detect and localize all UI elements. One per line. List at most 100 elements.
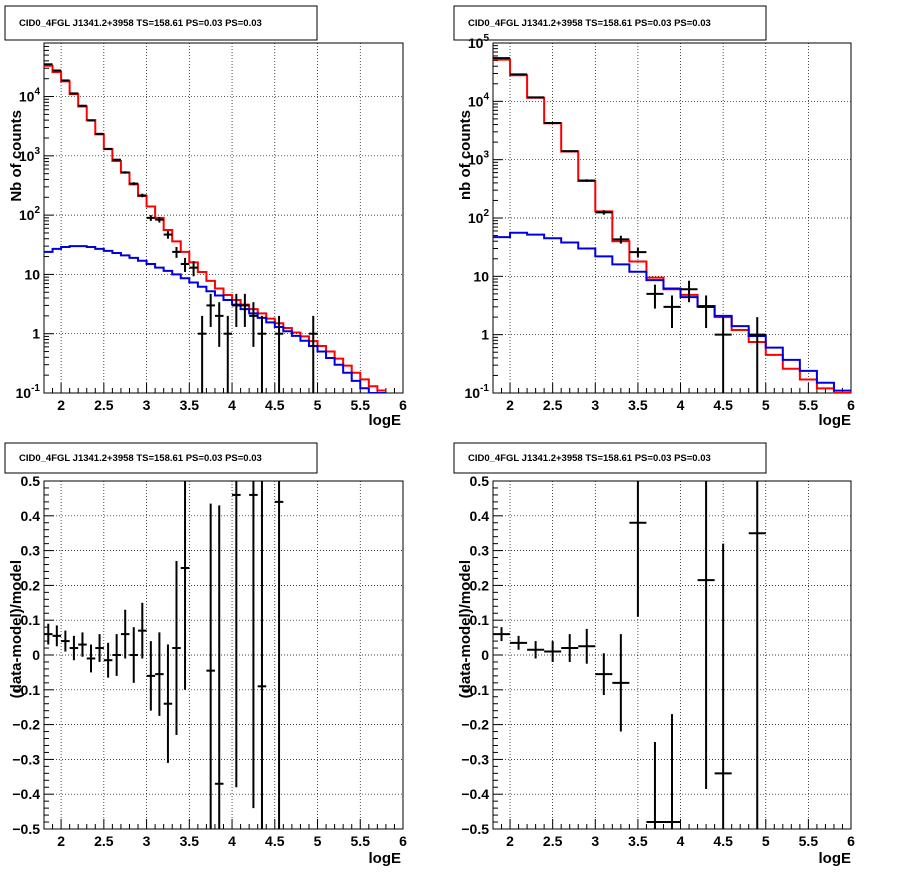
x-tick-label: 5 [314, 397, 322, 413]
residual-point [155, 632, 164, 716]
residual-point [52, 625, 62, 647]
residual-point [180, 481, 190, 690]
data-point [189, 261, 198, 277]
x-tick-label: 5 [314, 833, 322, 849]
y-tick-label: −0.2 [12, 717, 40, 733]
y-tick-label: −0.3 [461, 751, 489, 767]
data-point [544, 122, 562, 125]
residual-point [561, 634, 579, 662]
y-tick-label: 104 [19, 87, 41, 105]
title-text: CID0_4FGL J1341.2+3958 TS=158.61 PS=0.03… [19, 453, 262, 464]
residual-point [748, 481, 766, 829]
residual-point [697, 481, 715, 789]
residual-point [510, 635, 528, 650]
grid [44, 480, 404, 830]
x-tick-label: 3 [591, 397, 599, 413]
x-tick-label: 3.5 [628, 397, 648, 413]
x-tick-label: 5.5 [799, 397, 819, 413]
title-text: CID0_4FGL J1341.2+3958 TS=158.61 PS=0.03… [19, 18, 262, 29]
model-histogram-1 [493, 58, 851, 393]
data-point [120, 171, 130, 174]
residual-point [172, 561, 181, 736]
x-tick-label: 2 [506, 397, 514, 413]
residual-point [714, 543, 732, 829]
y-axis-label: (data-model)/model [457, 560, 474, 698]
residual-point [69, 635, 79, 661]
x-tick-label: 3.5 [180, 397, 200, 413]
x-tick-label: 4 [228, 397, 236, 413]
y-tick-label: 105 [468, 33, 490, 51]
residual-point [78, 632, 87, 657]
data-point [257, 315, 267, 393]
y-tick-label: 1 [32, 326, 40, 342]
data-point [155, 216, 164, 223]
y-axis: 10-1 1 10 102 103 104 [16, 42, 54, 401]
plot-area [493, 481, 766, 829]
data-point [146, 215, 156, 221]
residual-point [120, 609, 130, 659]
x-axis-label: logE [819, 850, 852, 867]
plot-frame [492, 42, 852, 394]
x-tick-label: 2.5 [543, 833, 563, 849]
data-point [629, 247, 647, 258]
data-point [578, 179, 596, 182]
x-axis-label: logE [819, 412, 852, 429]
data-point [103, 147, 113, 150]
plot-area [44, 481, 284, 829]
residual-point [493, 627, 511, 642]
data-point [595, 210, 613, 215]
model-histogram-2 [44, 245, 386, 393]
data-point [129, 182, 139, 186]
y-tick-label: −0.5 [12, 821, 40, 837]
y-tick-label: 0.3 [21, 543, 41, 559]
y-tick-label: 10-1 [465, 383, 490, 401]
residual-point [163, 644, 173, 763]
x-tick-label: 5.5 [799, 833, 819, 849]
residual-point [103, 642, 113, 678]
y-tick-label: −0.1 [461, 682, 489, 698]
data-point [748, 317, 766, 393]
x-tick-label: 4 [677, 833, 685, 849]
y-axis-label: (data-model)/model [8, 560, 25, 698]
x-tick-label: 2 [506, 833, 514, 849]
data-point [680, 280, 698, 303]
residual-point [663, 714, 681, 829]
grid [44, 43, 404, 394]
data-point [612, 235, 630, 244]
residual-point [112, 634, 121, 676]
data-point [561, 150, 579, 153]
y-tick-label: −0.5 [461, 821, 489, 837]
panel-2: CID0_4FGL J1341.2+3958 TS=158.61 PS=0.03… [453, 5, 855, 429]
x-tick-label: 4 [228, 833, 236, 849]
grid [493, 42, 852, 394]
x-tick-label: 6 [847, 397, 855, 413]
panel-3: CID0_4FGL J1341.2+3958 TS=158.61 PS=0.03… [4, 442, 407, 867]
data-point [78, 104, 87, 107]
y-tick-label: 104 [468, 91, 490, 109]
data-point [714, 317, 732, 393]
plot-frame [43, 480, 404, 830]
data-point [138, 193, 147, 198]
data-point [206, 293, 215, 327]
x-tick-label: 4.5 [265, 397, 285, 413]
y-tick-label: 0.4 [21, 508, 41, 524]
data-point [86, 119, 96, 122]
residual-point [527, 641, 545, 659]
x-axis-label: logE [369, 850, 402, 867]
y-tick-label: 103 [468, 150, 490, 168]
data-point [112, 158, 121, 161]
x-tick-label: 3 [591, 833, 599, 849]
residual-point [206, 503, 215, 829]
y-tick-label: 0.1 [470, 612, 490, 628]
x-tick-label: 6 [399, 397, 407, 413]
y-tick-label: 0 [481, 647, 489, 663]
residual-point [86, 644, 96, 673]
x-tick-label: 3.5 [628, 833, 648, 849]
y-tick-label: 102 [19, 205, 41, 223]
x-tick-label: 4 [677, 397, 685, 413]
x-tick-label: 5 [762, 397, 770, 413]
x-tick-label: 6 [847, 833, 855, 849]
residual-point [44, 623, 53, 645]
y-axis: 10-1 1 10 102 103 104 105 [465, 33, 503, 401]
